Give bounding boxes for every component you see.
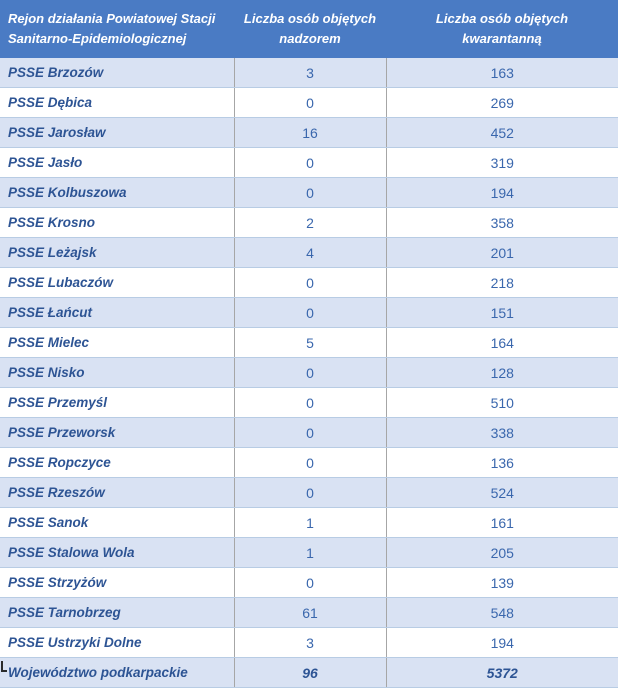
- region-cell: PSSE Lubaczów: [0, 267, 234, 298]
- header-kwarantanna-line1: Liczba osób objętych: [435, 11, 569, 26]
- nadzorem-cell: 0: [233, 147, 386, 178]
- table-row: PSSE Stalowa Wola 1 205: [0, 537, 618, 568]
- nadzorem-cell: 1: [233, 507, 386, 538]
- nadzorem-cell: 2: [233, 207, 386, 238]
- table-row: PSSE Przemyśl 0 510: [0, 387, 618, 418]
- table-row: PSSE Ustrzyki Dolne 3 194: [0, 627, 618, 658]
- nadzorem-cell: 1: [233, 537, 386, 568]
- nadzorem-cell: 61: [233, 597, 386, 628]
- table-row: PSSE Krosno 2 358: [0, 207, 618, 238]
- region-cell: PSSE Strzyżów: [0, 567, 234, 598]
- region-cell: PSSE Ustrzyki Dolne: [0, 627, 234, 658]
- kwarantanna-cell: 524: [385, 477, 618, 508]
- kwarantanna-cell: 139: [385, 567, 618, 598]
- header-region-line2: Sanitarno-Epidemiologicznej: [8, 31, 187, 46]
- kwarantanna-cell: 194: [385, 177, 618, 208]
- table-row: PSSE Strzyżów 0 139: [0, 567, 618, 598]
- region-cell: PSSE Krosno: [0, 207, 234, 238]
- nadzorem-cell: 0: [233, 417, 386, 448]
- region-cell: PSSE Łańcut: [0, 297, 234, 328]
- kwarantanna-cell: 548: [385, 597, 618, 628]
- kwarantanna-cell: 452: [385, 117, 618, 148]
- table-row: PSSE Sanok 1 161: [0, 507, 618, 538]
- header-nadzorem-column: Liczba osób objętych nadzorem: [234, 0, 386, 58]
- kwarantanna-cell: 136: [385, 447, 618, 478]
- kwarantanna-cell: 194: [385, 627, 618, 658]
- nadzorem-cell: 4: [233, 237, 386, 268]
- table-row: PSSE Ropczyce 0 136: [0, 447, 618, 478]
- header-kwarantanna-column: Liczba osób objętych kwarantanną: [386, 0, 618, 58]
- nadzorem-cell: 0: [233, 87, 386, 118]
- table-row: PSSE Przeworsk 0 338: [0, 417, 618, 448]
- nadzorem-cell: 0: [233, 477, 386, 508]
- table-row: PSSE Jarosław 16 452: [0, 117, 618, 148]
- table-row: PSSE Jasło 0 319: [0, 147, 618, 178]
- region-cell: PSSE Jarosław: [0, 117, 234, 148]
- table-row: PSSE Lubaczów 0 218: [0, 267, 618, 298]
- kwarantanna-cell: 218: [385, 267, 618, 298]
- table-row: PSSE Łańcut 0 151: [0, 297, 618, 328]
- nadzorem-cell: 0: [233, 387, 386, 418]
- region-cell: PSSE Przemyśl: [0, 387, 234, 418]
- nadzorem-cell: 3: [233, 58, 386, 88]
- region-cell: PSSE Sanok: [0, 507, 234, 538]
- kwarantanna-cell: 163: [385, 58, 618, 88]
- kwarantanna-cell: 164: [385, 327, 618, 358]
- table-row: PSSE Rzeszów 0 524: [0, 477, 618, 508]
- nadzorem-cell: 0: [233, 177, 386, 208]
- region-cell: PSSE Przeworsk: [0, 417, 234, 448]
- region-cell: PSSE Dębica: [0, 87, 234, 118]
- region-cell: PSSE Mielec: [0, 327, 234, 358]
- table-row: PSSE Dębica 0 269: [0, 87, 618, 118]
- header-row: Rejon działania Powiatowej Stacji Sanita…: [0, 0, 618, 58]
- region-cell: PSSE Stalowa Wola: [0, 537, 234, 568]
- kwarantanna-cell: 205: [385, 537, 618, 568]
- table-row: PSSE Kolbuszowa 0 194: [0, 177, 618, 208]
- region-cell: PSSE Rzeszów: [0, 477, 234, 508]
- nadzorem-cell: 0: [233, 447, 386, 478]
- region-cell: PSSE Leżajsk: [0, 237, 234, 268]
- nadzorem-cell: 0: [233, 567, 386, 598]
- header-region-line1: Rejon działania Powiatowej Stacji: [8, 11, 216, 26]
- kwarantanna-cell: 338: [385, 417, 618, 448]
- table-row: PSSE Brzozów 3 163: [0, 58, 618, 88]
- kwarantanna-cell: 269: [385, 87, 618, 118]
- nadzorem-cell: 5: [233, 327, 386, 358]
- kwarantanna-cell: 161: [385, 507, 618, 538]
- kwarantanna-cell: 510: [385, 387, 618, 418]
- nadzorem-cell: 16: [233, 117, 386, 148]
- header-nadzorem-line1: Liczba osób objętych: [243, 11, 377, 26]
- table-row: PSSE Nisko 0 128: [0, 357, 618, 388]
- kwarantanna-cell: 201: [385, 237, 618, 268]
- table-body: PSSE Brzozów 3 163 PSSE Dębica 0 269 PSS…: [0, 58, 618, 658]
- nadzorem-cell: 0: [233, 357, 386, 388]
- table-row: PSSE Mielec 5 164: [0, 327, 618, 358]
- region-cell: PSSE Ropczyce: [0, 447, 234, 478]
- kwarantanna-cell: 319: [385, 147, 618, 178]
- region-cell: PSSE Jasło: [0, 147, 234, 178]
- region-cell: PSSE Brzozów: [0, 58, 234, 88]
- table-header: Rejon działania Powiatowej Stacji Sanita…: [0, 0, 618, 58]
- kwarantanna-cell: 128: [385, 357, 618, 388]
- table-row: PSSE Leżajsk 4 201: [0, 237, 618, 268]
- kwarantanna-cell: 151: [385, 297, 618, 328]
- region-cell: PSSE Kolbuszowa: [0, 177, 234, 208]
- header-region-column: Rejon działania Powiatowej Stacji Sanita…: [0, 0, 234, 58]
- text-cursor-artifact: [1, 661, 7, 672]
- nadzorem-cell: 3: [233, 627, 386, 658]
- kwarantanna-cell: 358: [385, 207, 618, 238]
- table-row: PSSE Tarnobrzeg 61 548: [0, 597, 618, 628]
- nadzorem-cell: 0: [233, 297, 386, 328]
- region-cell: PSSE Nisko: [0, 357, 234, 388]
- header-nadzorem-line2: nadzorem: [279, 31, 341, 46]
- region-cell: PSSE Tarnobrzeg: [0, 597, 234, 628]
- nadzorem-cell: 0: [233, 267, 386, 298]
- header-kwarantanna-line2: kwarantanną: [462, 31, 542, 46]
